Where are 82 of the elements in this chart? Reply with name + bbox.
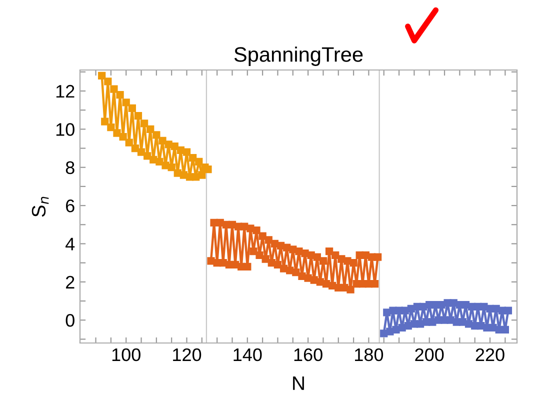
y-tick-label: 8 [66, 161, 74, 174]
point [140, 120, 148, 128]
point [104, 78, 112, 86]
point [152, 131, 160, 139]
point [246, 224, 254, 232]
point [195, 158, 203, 166]
point [198, 171, 206, 179]
point [304, 274, 312, 282]
point [134, 112, 142, 120]
point [98, 72, 106, 80]
point [380, 330, 388, 338]
point [107, 123, 115, 132]
point [122, 98, 130, 106]
x-tick-label: 100 [112, 348, 140, 362]
point [170, 142, 178, 150]
point [182, 148, 191, 156]
point [428, 318, 436, 326]
point [113, 129, 121, 137]
point [119, 133, 127, 141]
chart-title: SpanningTree [234, 46, 363, 66]
point [240, 222, 248, 230]
point [180, 171, 188, 179]
point [319, 257, 328, 265]
point [204, 165, 212, 174]
y-tick-label: 12 [56, 84, 74, 98]
point [128, 104, 136, 112]
point [370, 280, 379, 288]
point [374, 253, 382, 261]
y-tick-label: 6 [66, 199, 74, 212]
y-axis-title: S$_{n}$ [32, 196, 49, 217]
point [164, 140, 172, 148]
point [458, 318, 467, 326]
point [146, 125, 154, 133]
point [110, 85, 118, 93]
point [258, 232, 266, 240]
point [168, 164, 176, 172]
x-tick-label: 200 [415, 348, 444, 362]
point [116, 91, 124, 99]
y-tick-label: 4 [66, 238, 75, 250]
point [338, 255, 346, 263]
point [125, 138, 133, 146]
point [252, 226, 260, 234]
point [188, 154, 197, 162]
point [283, 244, 291, 252]
x-tick-label: 140 [234, 348, 262, 362]
x-tick-label: 160 [294, 348, 322, 362]
point [131, 144, 140, 152]
y-tick-label: 10 [56, 123, 74, 136]
point [280, 264, 288, 272]
point [350, 259, 358, 267]
point [144, 152, 152, 160]
x-tick-label: 180 [355, 348, 384, 362]
x-tick-label: 220 [476, 348, 504, 362]
point [292, 268, 300, 276]
point [401, 306, 409, 314]
point [346, 286, 354, 294]
x-axis-title: N [293, 376, 304, 390]
point [207, 257, 215, 265]
point [286, 266, 294, 274]
point [504, 306, 512, 314]
point [325, 248, 334, 256]
point [250, 248, 258, 256]
y-tick-label: 0 [66, 314, 74, 327]
point [489, 324, 497, 332]
point [395, 306, 403, 314]
point [256, 251, 264, 259]
point [162, 162, 170, 170]
point [383, 308, 391, 316]
point [244, 262, 252, 270]
point [101, 118, 109, 126]
point [398, 324, 406, 332]
point [301, 249, 309, 258]
point [158, 136, 166, 144]
point [264, 236, 272, 244]
point [289, 246, 297, 254]
y-tick-label: 2 [66, 276, 74, 288]
point [156, 158, 164, 166]
point [262, 255, 270, 263]
point [386, 328, 394, 336]
point [501, 326, 509, 334]
x-tick-label: 120 [173, 348, 202, 362]
point [310, 276, 318, 284]
